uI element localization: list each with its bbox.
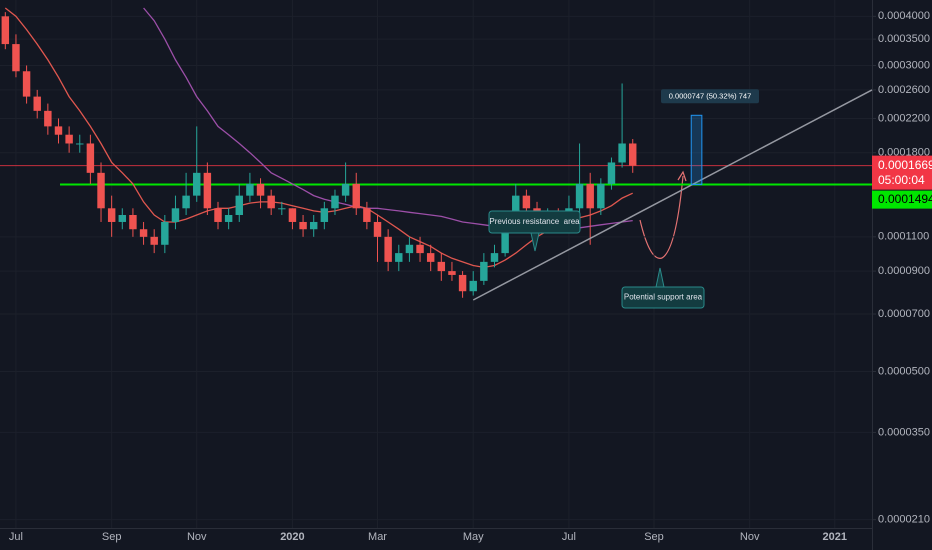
callout-box — [488, 210, 581, 234]
candle-body — [12, 44, 20, 72]
candle-body — [278, 208, 286, 210]
candle-body — [320, 208, 329, 222]
x-tick-label: Nov — [740, 531, 760, 543]
candle-body — [33, 96, 41, 111]
y-tick-label: 0.0004000 — [878, 10, 930, 22]
candle-body — [405, 244, 414, 254]
x-tick-label: Mar — [368, 531, 387, 543]
candle-body — [501, 221, 509, 254]
candle-body — [299, 221, 307, 230]
candle-body — [118, 214, 127, 222]
candle-body — [480, 261, 488, 281]
candle-body — [522, 195, 531, 209]
candle-body — [309, 221, 318, 230]
candle-body — [575, 183, 584, 209]
candle-body — [246, 183, 254, 196]
candle-body — [97, 172, 105, 209]
candle-body — [76, 143, 84, 145]
candle-body — [107, 208, 116, 222]
candle-body — [331, 195, 339, 209]
y-tick-label: 0.0000350 — [878, 426, 930, 438]
candle-body — [629, 143, 637, 166]
callout-box — [621, 286, 705, 309]
measure-label-bg — [661, 89, 759, 104]
candle-body — [416, 244, 424, 254]
candle-body — [129, 214, 137, 230]
projection-arrow — [677, 170, 687, 182]
support-tag — [872, 190, 932, 209]
candle-body — [193, 172, 201, 196]
candle-body — [373, 221, 382, 237]
candle-body — [395, 253, 403, 262]
y-tick-label: 0.0000500 — [878, 365, 930, 377]
candle-body — [512, 195, 520, 222]
support-tag-label: 0.0001494 — [878, 192, 932, 206]
candle-body — [65, 134, 73, 144]
candle-body — [224, 214, 233, 222]
x-tick-label: Sep — [644, 531, 664, 543]
candle-body — [203, 172, 212, 209]
candle-body — [171, 208, 180, 222]
y-tick-label: 0.0000210 — [878, 514, 930, 526]
y-tick-label: 0.0000700 — [878, 308, 930, 320]
candle-body — [586, 183, 594, 209]
y-tick-label: 0.0003000 — [878, 59, 930, 71]
candle-body — [618, 143, 626, 163]
candle-body — [607, 162, 616, 184]
price-tag-label: 0.0001669 — [878, 158, 932, 172]
countdown: 05:00:04 — [878, 173, 925, 187]
price-tag — [872, 155, 932, 190]
candle-body — [182, 195, 190, 209]
callout-text: Previous resistance area — [489, 217, 580, 226]
measure-label: 0.0000747 (50.32%) 747 — [669, 91, 752, 100]
candle-body — [1, 16, 10, 45]
candle-body — [458, 274, 467, 292]
candle-body — [54, 126, 63, 135]
candle-body — [426, 253, 435, 262]
x-tick-label: May — [463, 531, 484, 543]
candle-body — [597, 183, 605, 209]
candle-body — [139, 229, 148, 237]
candle-body — [267, 195, 275, 209]
candle-body — [86, 143, 95, 173]
candle-body — [437, 261, 446, 272]
y-tick-label: 0.0001100 — [878, 231, 929, 243]
projection-curve — [639, 175, 684, 259]
candle-body — [341, 183, 350, 196]
x-tick-label: Jul — [562, 531, 576, 543]
x-tick-label: Nov — [187, 531, 207, 543]
moving-average-fast — [4, 7, 633, 269]
y-tick-label: 0.0002200 — [878, 112, 930, 124]
x-tick-label: 2020 — [280, 531, 304, 543]
candle-body — [288, 208, 297, 222]
candle-body — [490, 253, 499, 262]
x-tick-label: 2021 — [823, 531, 847, 543]
y-tick-label: 0.0002600 — [878, 84, 930, 96]
callout-text: Potential support area — [624, 293, 703, 302]
candle-body — [150, 236, 158, 245]
candle-body — [44, 110, 52, 127]
measure-box — [690, 114, 703, 186]
candle-body — [363, 208, 371, 222]
candle-body — [469, 280, 477, 292]
y-tick-label: 0.0003500 — [878, 33, 930, 45]
candle-body — [256, 183, 265, 196]
candle-body — [448, 271, 456, 275]
candle-body — [235, 195, 243, 215]
candle-body — [161, 221, 169, 245]
candle-body — [352, 183, 360, 209]
candle-body — [22, 71, 31, 97]
y-tick-label: 0.0000900 — [878, 265, 930, 277]
trendline — [472, 89, 873, 301]
candle-body — [214, 208, 222, 222]
x-tick-label: Sep — [102, 531, 122, 543]
x-tick-label: Jul — [9, 531, 23, 543]
candle-body — [384, 236, 392, 262]
